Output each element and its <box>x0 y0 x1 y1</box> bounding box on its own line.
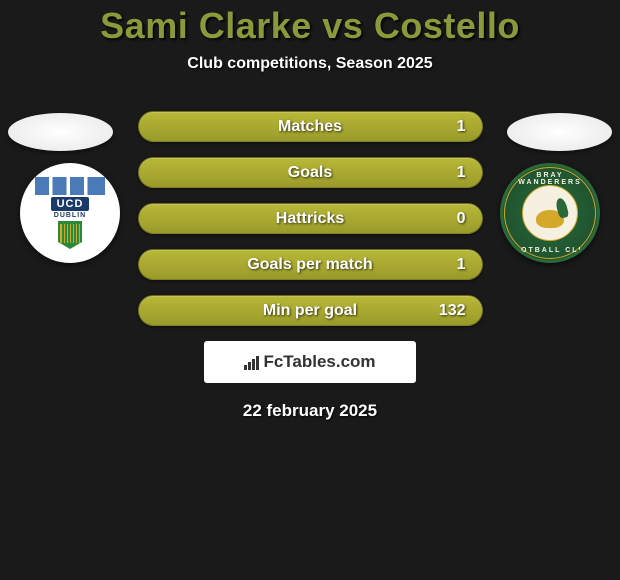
ucd-badge-text: UCD <box>51 197 90 211</box>
badge-inner-ring: BRAY WANDERERS FOOTBALL CLUB <box>504 167 596 259</box>
harp-icon <box>55 221 85 249</box>
stat-value: 0 <box>457 210 466 228</box>
ring-text-bottom: FOOTBALL CLUB <box>505 247 595 254</box>
player-photo-right <box>507 113 612 151</box>
stat-value: 132 <box>439 302 466 320</box>
stat-label: Goals per match <box>247 256 372 274</box>
watermark-text: FcTables.com <box>263 352 375 372</box>
ring-text-top: BRAY WANDERERS <box>505 172 595 186</box>
stat-row: Matches 1 <box>138 111 483 142</box>
stat-row: Goals per match 1 <box>138 249 483 280</box>
stat-value: 1 <box>457 256 466 274</box>
ucd-badge-sub: DUBLIN <box>54 212 86 219</box>
comparison-card: Sami Clarke vs Costello Club competition… <box>0 0 620 421</box>
watermark[interactable]: FcTables.com <box>204 341 416 383</box>
player-photo-left <box>8 113 113 151</box>
content-area: UCD DUBLIN BRAY WANDERERS FOOTBALL CLUB … <box>0 111 620 421</box>
club-badge-right: BRAY WANDERERS FOOTBALL CLUB <box>500 163 600 263</box>
swan-icon <box>531 198 569 228</box>
stat-label: Goals <box>288 164 332 182</box>
stat-row: Min per goal 132 <box>138 295 483 326</box>
badge-center <box>522 185 578 241</box>
stat-label: Matches <box>278 118 342 136</box>
subtitle: Club competitions, Season 2025 <box>0 55 620 73</box>
stat-row: Hattricks 0 <box>138 203 483 234</box>
date-label: 22 february 2025 <box>0 401 620 421</box>
stat-value: 1 <box>457 118 466 136</box>
stats-list: Matches 1 Goals 1 Hattricks 0 Goals per … <box>138 111 483 326</box>
club-badge-left: UCD DUBLIN <box>20 163 120 263</box>
stat-row: Goals 1 <box>138 157 483 188</box>
page-title: Sami Clarke vs Costello <box>0 5 620 47</box>
stat-label: Min per goal <box>263 302 357 320</box>
stat-value: 1 <box>457 164 466 182</box>
ucd-castle-icon <box>35 177 105 195</box>
stat-label: Hattricks <box>276 210 344 228</box>
bar-chart-icon <box>244 354 259 370</box>
